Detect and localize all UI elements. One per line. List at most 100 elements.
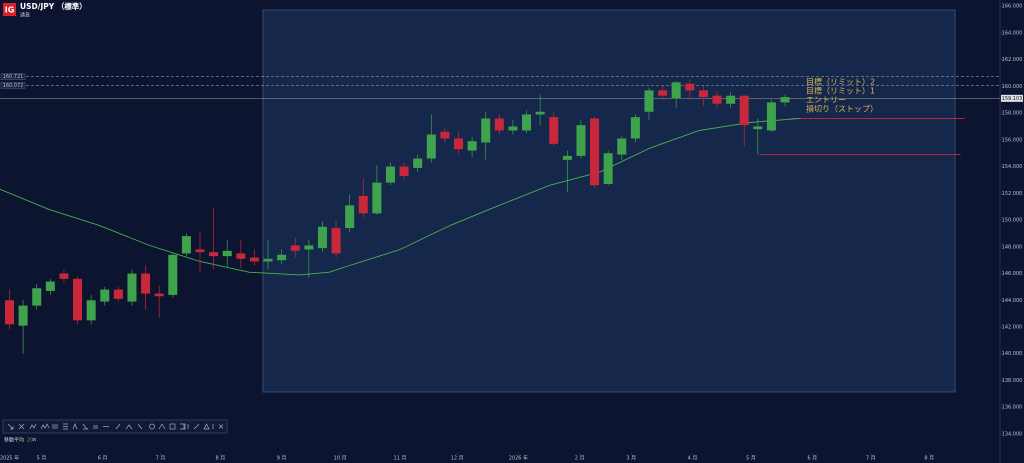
candle-body	[317, 226, 327, 249]
candle-body	[5, 300, 15, 325]
x-tick-label: 11 月	[394, 456, 407, 462]
candle-body	[454, 138, 464, 150]
y-tick-label: 146.000	[1002, 271, 1023, 277]
candle-body	[508, 126, 518, 131]
tool-icon[interactable]	[218, 424, 224, 429]
x-tick-label: 12 月	[451, 456, 464, 462]
tool-icon[interactable]	[52, 424, 58, 429]
chart-subtitle: 通貨	[20, 12, 30, 19]
tool-icon[interactable]	[169, 423, 176, 430]
toolbar	[2, 419, 228, 434]
candle-body	[141, 273, 151, 294]
indicator-remove[interactable]	[32, 437, 37, 442]
tool-icon[interactable]	[29, 423, 37, 430]
y-tick-label: 134.000	[1002, 431, 1023, 437]
candle-body	[263, 258, 273, 262]
tool-icon[interactable]	[7, 423, 14, 430]
candle-body	[195, 249, 205, 253]
y-tick-label: 160.000	[1002, 84, 1023, 90]
candle-body	[73, 278, 83, 321]
candle-body	[522, 114, 532, 131]
candle-body	[494, 118, 504, 131]
candle-body	[372, 182, 382, 214]
candle-body	[712, 95, 722, 104]
indicator-label: 移動平均	[4, 437, 24, 444]
chart-title: USD/JPY （標準）	[20, 1, 87, 11]
candle-body	[236, 253, 246, 259]
candle-body	[304, 245, 314, 250]
candle-body	[86, 300, 96, 321]
tool-icon[interactable]	[203, 423, 210, 430]
tool-icon[interactable]	[93, 425, 98, 429]
y-tick-label: 140.000	[1002, 351, 1023, 357]
candle-body	[413, 158, 423, 168]
y-tick-label: 156.000	[1002, 137, 1023, 143]
price-level-label: 160.721	[3, 74, 24, 80]
y-tick-label: 144.000	[1002, 298, 1023, 304]
candle-body	[617, 138, 627, 155]
y-tick-label: 152.000	[1002, 191, 1023, 197]
tool-icon[interactable]	[82, 423, 88, 430]
candle-body	[290, 245, 300, 251]
order-label: エントリー	[806, 96, 846, 105]
y-tick-label: 162.000	[1002, 57, 1023, 63]
candle-body	[644, 90, 654, 112]
candle-body	[127, 273, 137, 302]
y-tick-label: 148.000	[1002, 244, 1023, 250]
tool-icon[interactable]	[125, 424, 133, 430]
tool-icon[interactable]	[115, 423, 121, 430]
current-price-label: 159.103	[1002, 96, 1023, 102]
tool-icon[interactable]	[193, 423, 200, 430]
price-level-box	[0, 73, 26, 80]
tool-icon[interactable]	[180, 423, 186, 430]
toolbar-icons	[7, 423, 224, 430]
candle-body	[576, 125, 586, 156]
tool-icon[interactable]	[72, 423, 78, 430]
candle-body	[685, 83, 695, 91]
candle-body	[698, 90, 708, 98]
current-price-box	[1001, 94, 1023, 102]
candle-body	[113, 289, 123, 299]
candle-body	[739, 95, 749, 126]
tool-icon[interactable]	[18, 423, 25, 430]
candle-body	[277, 254, 287, 261]
candle-body	[399, 166, 409, 176]
candle-body	[726, 95, 736, 104]
indicator-period: 20	[27, 438, 33, 444]
x-tick-label: 2 月	[575, 456, 585, 462]
candle-body	[780, 97, 790, 103]
tool-icon[interactable]	[183, 424, 189, 429]
tool-icon[interactable]	[149, 423, 155, 430]
candle-body	[440, 131, 450, 139]
tool-icon[interactable]	[137, 423, 143, 430]
logo-box	[3, 3, 16, 16]
y-tick-label: 138.000	[1002, 378, 1023, 384]
x-tick-label: 7 月	[156, 456, 166, 462]
x-tick-label: 8 月	[216, 456, 226, 462]
x-tick-label: 3 月	[626, 456, 636, 462]
x-tick-label: 5 月	[37, 456, 47, 462]
tool-icon[interactable]	[158, 423, 166, 430]
tool-icon[interactable]	[40, 423, 50, 430]
candle-body	[549, 117, 559, 144]
candle-body	[100, 289, 110, 302]
x-tick-label: 2025 年	[0, 455, 19, 462]
candle-body	[32, 288, 42, 306]
candle-body	[331, 228, 341, 254]
x-tick-label: 2026 年	[509, 455, 528, 462]
order-label: 目標（リミット）2	[806, 77, 875, 87]
x-tick-label: 4 月	[688, 456, 698, 462]
candle-body	[426, 134, 436, 159]
tool-icon[interactable]	[63, 423, 68, 430]
candle-body	[249, 257, 259, 262]
candle-body	[658, 90, 668, 96]
moving-average	[0, 117, 801, 276]
y-tick-label: 158.000	[1002, 111, 1023, 117]
candle-body	[168, 254, 178, 295]
y-tick-label: 154.000	[1002, 164, 1023, 170]
candle-body	[358, 195, 368, 214]
x-tick-label: 8 月	[924, 456, 934, 462]
candle-body	[481, 118, 491, 143]
candle-body	[181, 236, 191, 254]
